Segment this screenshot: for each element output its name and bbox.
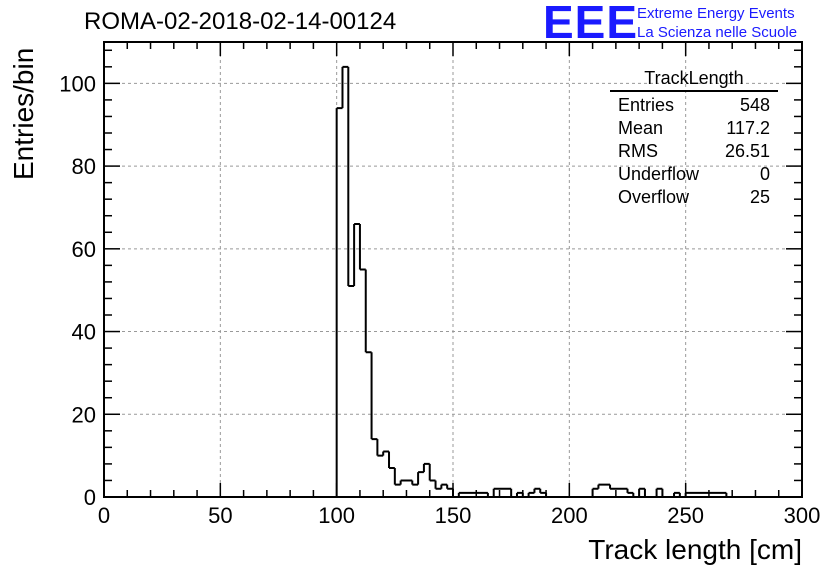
y-tick-label: 100	[59, 71, 96, 96]
histogram-bin	[610, 489, 616, 497]
logo-caption-line1: Extreme Energy Events	[637, 5, 795, 22]
stats-value: 117.2	[726, 118, 770, 138]
x-tick-label: 150	[435, 503, 472, 528]
stats-histogram-name: TrackLength	[610, 67, 778, 92]
stats-row-underflow: Underflow 0	[610, 163, 778, 186]
x-tick-label: 250	[667, 503, 704, 528]
histogram-bin	[348, 286, 354, 497]
stats-box: TrackLength Entries 548 Mean 117.2 RMS 2…	[610, 67, 778, 209]
x-tick-label: 300	[784, 503, 821, 528]
stats-value: 548	[739, 95, 770, 115]
y-tick-label: 80	[72, 154, 96, 179]
stats-value: 0	[759, 164, 770, 184]
y-tick-label: 40	[72, 320, 96, 345]
stats-value: 25	[749, 187, 770, 207]
stats-label: Mean	[618, 118, 664, 138]
stats-label: Entries	[618, 95, 675, 115]
y-tick-label: 60	[72, 237, 96, 262]
stats-label: Underflow	[618, 164, 700, 184]
x-tick-label: 200	[551, 503, 588, 528]
histogram-bin	[377, 456, 383, 497]
y-axis-label: Entries/bin	[8, 47, 39, 180]
eee-logo: EEE	[543, 0, 639, 48]
stats-row-mean: Mean 117.2	[610, 117, 778, 140]
stats-row-rms: RMS 26.51	[610, 140, 778, 163]
logo-caption-line2: La Scienza nelle Scuole	[637, 24, 798, 41]
x-tick-label: 0	[98, 503, 110, 528]
y-tick-label: 0	[84, 485, 96, 510]
stats-row-overflow: Overflow 25	[610, 186, 778, 209]
histogram-bin	[395, 485, 401, 497]
stats-value: 26.51	[724, 141, 770, 161]
histogram-bin	[412, 485, 418, 497]
x-tick-label: 50	[208, 503, 232, 528]
histogram-bin	[500, 489, 506, 497]
x-tick-label: 100	[318, 503, 355, 528]
eee-logo-caption: Extreme Energy Events La Scienza nelle S…	[637, 4, 797, 42]
histogram-bin	[616, 489, 622, 497]
stats-row-entries: Entries 548	[610, 94, 778, 117]
stats-label: RMS	[618, 141, 658, 161]
y-tick-label: 20	[72, 402, 96, 427]
run-title: ROMA-02-2018-02-14-00124	[84, 8, 397, 35]
x-axis-label: Track length [cm]	[588, 534, 802, 565]
histogram-bin	[436, 489, 442, 497]
stats-label: Overflow	[618, 187, 690, 207]
